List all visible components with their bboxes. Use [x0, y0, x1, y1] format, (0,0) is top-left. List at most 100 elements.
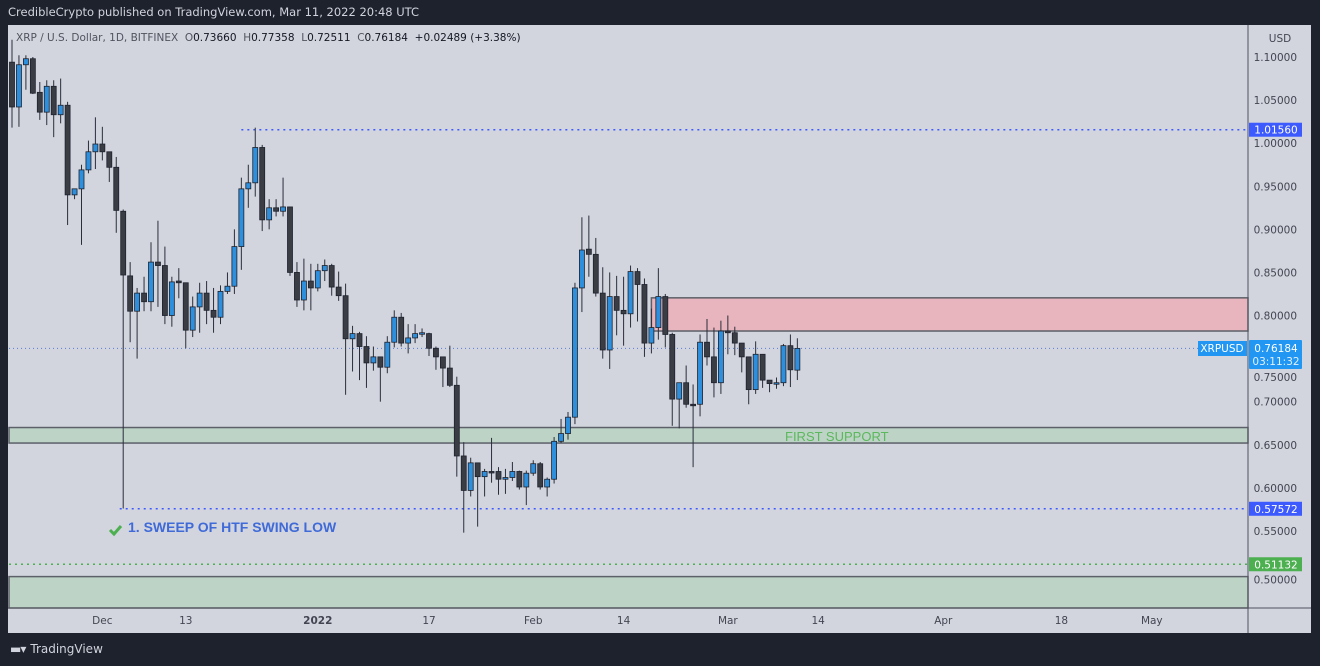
candle[interactable]	[731, 326, 738, 356]
candle[interactable]	[43, 80, 50, 126]
candle[interactable]	[592, 237, 599, 297]
candle[interactable]	[294, 262, 300, 307]
candle[interactable]	[641, 278, 648, 357]
candle[interactable]	[787, 334, 794, 388]
candle[interactable]	[773, 377, 780, 389]
candle[interactable]	[300, 258, 307, 311]
candle[interactable]	[794, 338, 801, 381]
candle[interactable]	[655, 268, 662, 340]
candle[interactable]	[766, 379, 773, 393]
candle[interactable]	[85, 140, 92, 174]
candle[interactable]	[544, 477, 551, 497]
candle[interactable]	[460, 442, 467, 533]
candle[interactable]	[523, 470, 530, 506]
candle[interactable]	[724, 315, 731, 355]
candle[interactable]	[481, 468, 488, 497]
candle[interactable]	[78, 164, 85, 245]
candle[interactable]	[446, 345, 453, 388]
candle[interactable]	[273, 199, 280, 217]
candle[interactable]	[321, 259, 328, 282]
candle[interactable]	[155, 220, 161, 307]
candle[interactable]	[9, 39, 15, 128]
candle[interactable]	[509, 461, 516, 481]
candle[interactable]	[22, 55, 29, 90]
candle[interactable]	[565, 412, 571, 440]
candle[interactable]	[676, 382, 683, 429]
lower-support-zone[interactable]	[8, 575, 1249, 609]
candle[interactable]	[780, 343, 787, 387]
candle[interactable]	[697, 334, 703, 417]
candle[interactable]	[530, 460, 537, 476]
candle[interactable]	[168, 276, 175, 327]
candle[interactable]	[613, 275, 620, 336]
candle[interactable]	[113, 156, 120, 233]
candle[interactable]	[342, 283, 349, 395]
candle[interactable]	[141, 276, 147, 312]
candle[interactable]	[634, 268, 641, 322]
candle[interactable]	[71, 188, 78, 200]
candle[interactable]	[335, 271, 342, 301]
candle[interactable]	[57, 78, 64, 124]
candle[interactable]	[259, 144, 266, 232]
candle[interactable]	[203, 281, 210, 325]
candle[interactable]	[551, 437, 557, 484]
candle[interactable]	[64, 101, 71, 226]
candle[interactable]	[349, 325, 356, 372]
candle[interactable]	[405, 324, 412, 354]
candle[interactable]	[620, 276, 627, 346]
candle[interactable]	[537, 461, 544, 490]
candle[interactable]	[231, 229, 238, 294]
candle[interactable]	[210, 287, 217, 333]
candle[interactable]	[572, 282, 578, 425]
candle[interactable]	[488, 437, 495, 483]
candle[interactable]	[134, 287, 141, 359]
candle[interactable]	[738, 342, 745, 373]
candle[interactable]	[439, 356, 446, 388]
first-support-zone[interactable]	[8, 426, 1249, 444]
candle[interactable]	[175, 268, 182, 299]
candle[interactable]	[467, 457, 474, 497]
candle[interactable]	[495, 467, 502, 495]
candle[interactable]	[752, 341, 759, 394]
candle[interactable]	[356, 331, 363, 381]
candle[interactable]	[606, 272, 613, 369]
candle[interactable]	[377, 356, 384, 402]
candle[interactable]	[307, 263, 314, 311]
candle[interactable]	[106, 151, 113, 182]
candle[interactable]	[363, 336, 370, 388]
candle[interactable]	[36, 81, 43, 120]
candle[interactable]	[224, 272, 231, 294]
candle[interactable]	[690, 384, 696, 468]
candle[interactable]	[426, 332, 432, 357]
candle[interactable]	[120, 209, 127, 509]
price-axis[interactable]: 1.10000 1.05000 1.00000 0.95000 0.90000 0.850…	[1254, 52, 1297, 586]
candle[interactable]	[453, 376, 460, 477]
candle[interactable]	[669, 332, 676, 426]
candle[interactable]	[704, 318, 710, 366]
candle[interactable]	[189, 296, 196, 338]
candle[interactable]	[161, 246, 168, 325]
candle[interactable]	[16, 55, 22, 127]
candle[interactable]	[585, 215, 592, 277]
candle[interactable]	[50, 80, 57, 138]
candle[interactable]	[287, 206, 293, 276]
candle[interactable]	[745, 356, 752, 405]
candle[interactable]	[252, 127, 259, 197]
candle[interactable]	[99, 126, 106, 161]
candle[interactable]	[627, 265, 634, 328]
candle[interactable]	[328, 263, 335, 296]
candle[interactable]	[384, 336, 391, 374]
candle[interactable]	[29, 57, 36, 95]
candle[interactable]	[711, 327, 717, 398]
candle[interactable]	[502, 468, 509, 494]
candle[interactable]	[516, 470, 523, 490]
candle[interactable]	[245, 164, 252, 208]
candle[interactable]	[474, 462, 481, 527]
candle[interactable]	[558, 418, 564, 444]
candle[interactable]	[92, 117, 99, 170]
candle[interactable]	[579, 217, 585, 313]
candle[interactable]	[266, 199, 273, 230]
resistance-zone[interactable]	[650, 297, 1249, 332]
candle[interactable]	[683, 365, 690, 408]
